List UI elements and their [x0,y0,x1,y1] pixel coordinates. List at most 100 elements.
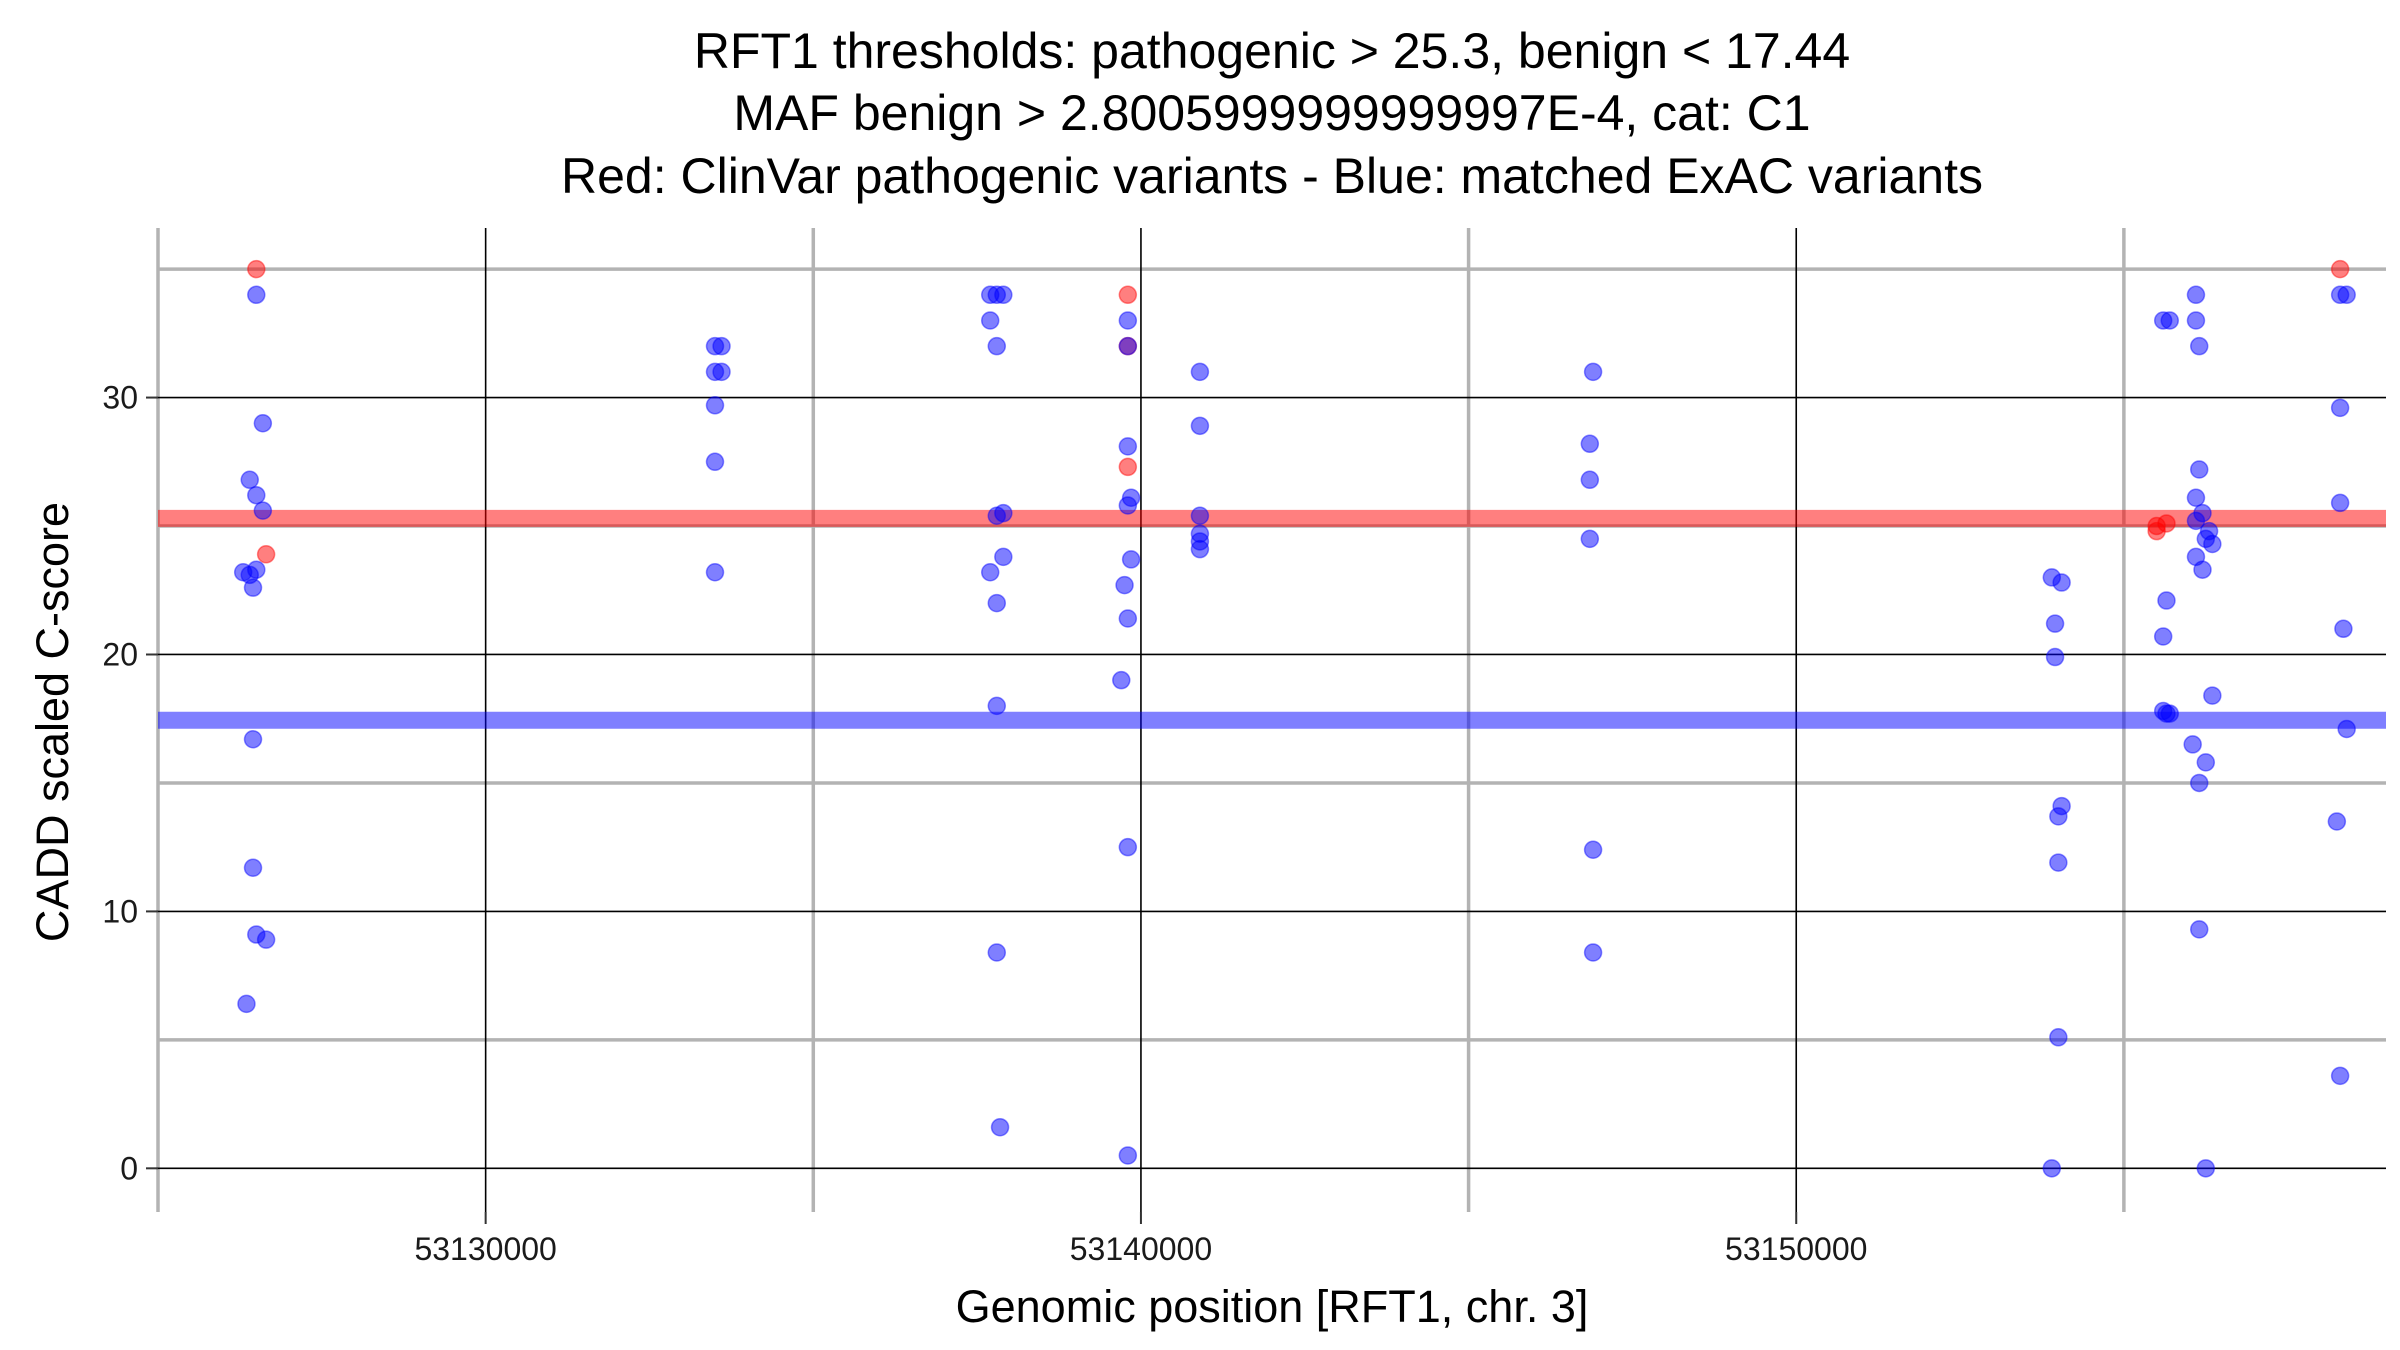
benign-point [2189,460,2209,479]
benign-point [2196,1159,2216,1178]
x-axis-title: Genomic position [RFT1, chr. 3] [956,1281,1589,1332]
x-tick-label: 53130000 [414,1231,556,1267]
pathogenic-point [247,259,266,279]
benign-point [2157,591,2176,610]
benign-point [1580,434,1600,454]
benign-point [1580,529,1600,549]
benign-point [2153,627,2173,646]
benign-point [1121,550,1141,569]
benign-point [253,414,273,433]
benign-point [247,485,266,505]
benign-point [1190,416,1210,436]
benign-point [2183,735,2202,754]
benign-point [247,560,266,579]
y-tick-label: 20 [102,636,138,672]
benign-point [1118,609,1138,628]
benign-point [1583,840,1603,859]
benign-point [1583,362,1603,382]
benign-point [2186,511,2206,531]
benign-point [994,503,1013,523]
benign-point [987,696,1007,716]
benign-point [1118,336,1138,356]
benign-point [2153,701,2173,721]
benign-point [2334,619,2353,639]
benign-point [247,285,266,305]
benign-point [1118,1146,1138,1165]
benign-point [1580,470,1600,490]
pathogenic-point [2157,514,2176,533]
y-tick-label: 30 [102,380,138,416]
benign-point [712,362,731,382]
benign-point [2049,853,2068,872]
chart-title-line-3: Red: ClinVar pathogenic variants - Blue:… [561,148,1983,204]
benign-point [2045,614,2065,633]
benign-point [705,452,725,472]
benign-point [1190,539,1210,559]
benign-point [2203,686,2222,705]
benign-point [2186,285,2206,305]
benign-point [2045,647,2065,667]
chart-title-line-1: RFT1 thresholds: pathogenic > 25.3, beni… [694,23,1850,79]
benign-point [2042,1159,2062,1178]
benign-point [243,858,263,877]
benign-point [2186,488,2206,508]
benign-point [994,547,1013,567]
x-axis: 53130000 53140000 53150000 [414,1212,1867,1267]
benign-point [1190,362,1210,382]
benign-point [1583,943,1603,962]
benign-point [2049,807,2068,826]
benign-point [990,1117,1010,1137]
benign-point [2337,719,2356,739]
x-tick-label: 53140000 [1070,1231,1212,1267]
benign-point [2049,1028,2068,1047]
benign-point [980,563,1000,582]
x-tick-label: 53150000 [1725,1231,1867,1267]
chart-title-line-2: MAF benign > 2.8005999999999997E-4, cat:… [733,85,1810,141]
benign-point [243,578,263,597]
benign-point [980,311,1000,330]
benign-point [2330,398,2350,418]
benign-point [2160,311,2180,330]
benign-point [2330,1066,2350,1086]
benign-point [2330,493,2350,513]
y-axis: 0 10 20 30 [102,380,158,1186]
benign-point [237,994,256,1014]
benign-point [2337,285,2356,305]
benign-point [705,563,725,582]
pathogenic-point [2330,259,2350,279]
benign-point [2189,773,2209,793]
benign-point [987,943,1007,962]
major-gridlines [158,228,2386,1212]
benign-point [987,336,1007,356]
benign-point [243,730,263,749]
benign-point [1118,437,1138,456]
y-tick-label: 0 [120,1150,138,1186]
chart-title: RFT1 thresholds: pathogenic > 25.3, beni… [561,23,1983,204]
benign-point [1118,311,1138,330]
benign-point [256,930,276,949]
benign-point [2193,560,2212,579]
benign-point [2196,753,2216,772]
benign-point [705,396,725,415]
pathogenic-point [1118,457,1138,477]
y-tick-label: 10 [102,893,138,929]
pathogenic-point [1118,285,1138,305]
benign-point [2189,920,2209,939]
threshold-lines [158,509,2386,729]
benign-point [712,336,731,356]
benign-point [1115,575,1134,595]
benign-point [253,501,273,520]
pathogenic-point [256,545,276,564]
benign-point [1112,670,1131,690]
benign-point [1190,506,1210,525]
benign-point [1118,496,1138,515]
benign-point [240,470,259,490]
benign-point [1118,837,1138,857]
benign-point [2186,311,2206,330]
benign-point [2189,336,2209,356]
benign-point [987,285,1007,305]
benign-point [2203,534,2222,554]
benign-point [2052,573,2071,592]
data-points [233,259,2356,1178]
